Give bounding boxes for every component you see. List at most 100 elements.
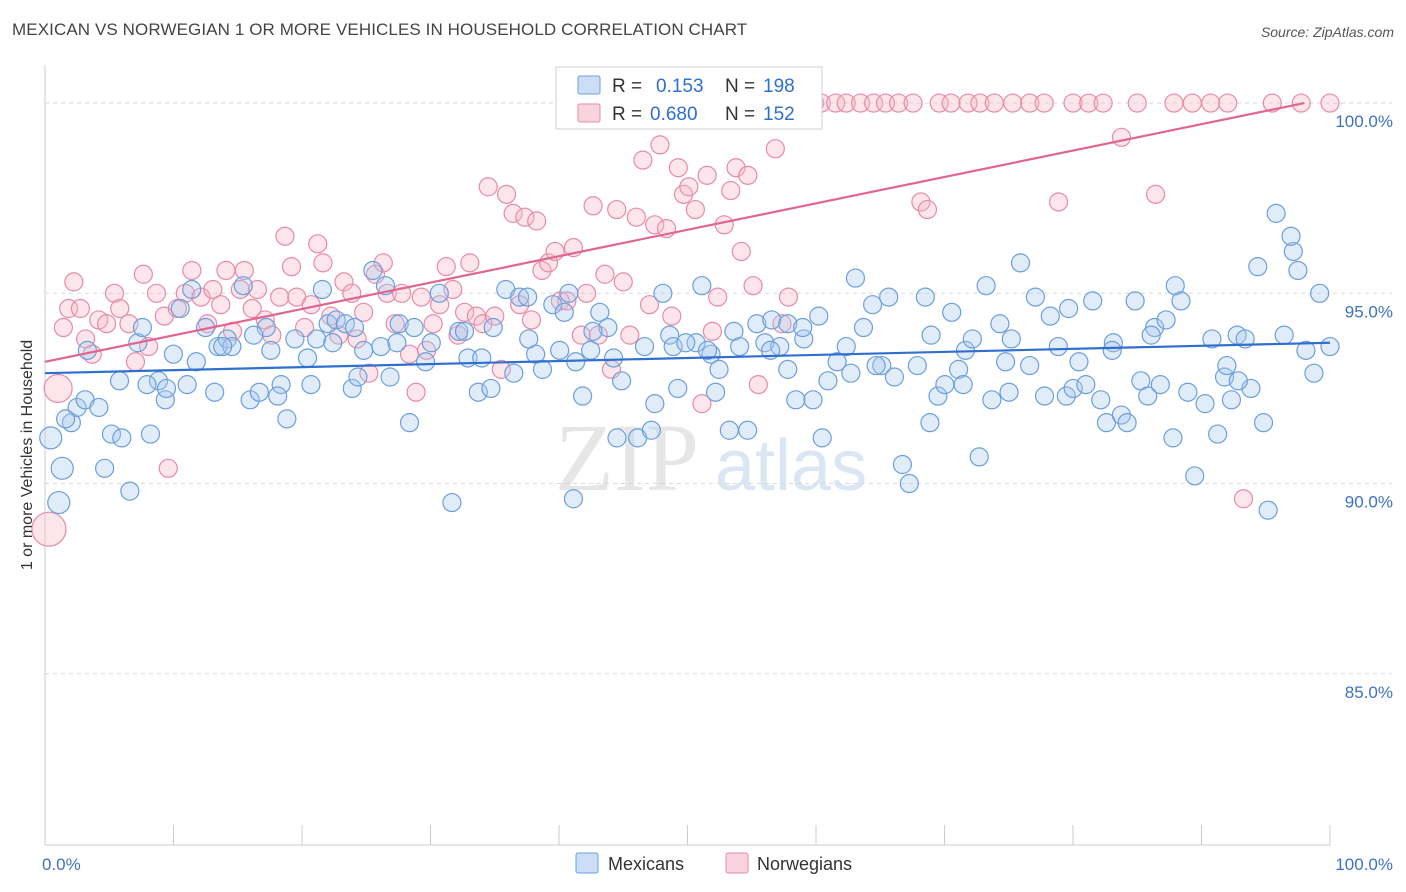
norwegians-point <box>308 234 328 254</box>
mexicans-point <box>371 336 391 357</box>
mexicans-point <box>1320 336 1340 357</box>
mexicans-point <box>915 287 935 307</box>
x-tick-label-start: 0.0% <box>42 855 81 874</box>
mexicans-point <box>323 333 343 353</box>
norwegians-point <box>650 135 670 155</box>
mexicans-point <box>1059 298 1079 319</box>
mexicans-point <box>415 352 436 372</box>
mexicans-point <box>1165 276 1185 296</box>
mexicans-point <box>429 283 449 303</box>
mexicans-point <box>999 382 1019 402</box>
chart-source: Source: ZipAtlas.com <box>1260 24 1394 40</box>
mexicans-point <box>380 367 400 387</box>
mexicans-point <box>140 424 161 444</box>
mexicans-point <box>841 363 861 383</box>
mexicans-point <box>590 302 610 322</box>
norwegians-point <box>702 321 723 341</box>
mexicans-point <box>532 359 553 379</box>
mexicans-point <box>517 287 538 307</box>
mexicans-point <box>1258 500 1278 520</box>
mexicans-point <box>421 333 441 353</box>
mexicans-point <box>611 371 632 391</box>
mexicans-point <box>719 420 739 440</box>
norwegians-point <box>515 207 535 227</box>
mexicans-point <box>1178 382 1198 402</box>
norwegians-point <box>645 215 665 235</box>
norwegians-point <box>203 279 223 300</box>
mexicans-point <box>1034 386 1055 406</box>
mexicans-point <box>132 317 153 338</box>
mexicans-point <box>205 382 225 402</box>
norwegians-point <box>850 93 871 113</box>
norwegians-point <box>281 257 302 277</box>
mexicans-point <box>1091 390 1111 410</box>
mexicans-point <box>1117 413 1137 433</box>
y-tick-label: 85.0% <box>1345 683 1393 702</box>
legend-r-value-2: 0.680 <box>650 104 698 125</box>
mexicans-point <box>928 386 948 406</box>
mexicans-point <box>709 359 729 379</box>
norwegians-point <box>1048 192 1069 212</box>
axes <box>44 65 1331 846</box>
legend-r-value-1: 0.153 <box>656 76 704 97</box>
norwegians-point <box>473 314 493 334</box>
mexicans-point <box>137 375 157 395</box>
norwegians-point <box>478 177 498 197</box>
mexicans-point <box>244 325 264 345</box>
norwegians-point <box>613 272 633 292</box>
norwegians-point <box>607 199 627 220</box>
mexicans-point <box>1228 371 1248 391</box>
mexicans-point <box>1150 375 1170 395</box>
norwegians-point <box>738 165 758 185</box>
mexicans-point <box>56 409 76 429</box>
mexicans-point <box>1063 378 1083 399</box>
mexicans-point <box>468 382 488 402</box>
x-tick-label-end: 100.0% <box>1335 855 1393 874</box>
mexicans-point <box>1274 325 1294 345</box>
mexicans-point <box>363 260 383 281</box>
mexicans-point <box>660 325 680 345</box>
mexicans-point <box>481 378 501 399</box>
mexicans-point <box>663 336 683 357</box>
mexicans-point <box>261 340 281 360</box>
mexicans-point <box>1083 291 1103 311</box>
mexicans-point <box>186 352 206 372</box>
mexicans-point <box>853 317 874 338</box>
mexicans-point <box>277 409 297 429</box>
mexicans-point <box>1138 386 1158 406</box>
norwegians-point <box>97 314 117 334</box>
mexicans-point <box>1221 390 1242 410</box>
mexicans-point <box>793 317 813 338</box>
tick-labels: 100.0% 95.0% 90.0% 85.0% 0.0% 100.0% <box>42 112 1393 874</box>
mexicans-point <box>948 359 969 379</box>
norwegians-point <box>1093 93 1113 113</box>
mexicans-point <box>668 378 688 399</box>
norwegians-point <box>731 241 751 262</box>
mexicans-point <box>990 314 1010 334</box>
mexicans-point <box>563 489 584 509</box>
mexicans-point <box>969 447 989 467</box>
legend-n-value-1: 198 <box>763 76 795 97</box>
norwegians-point <box>1320 93 1340 113</box>
norwegians-point <box>242 298 262 319</box>
norwegians-point <box>110 298 130 319</box>
norwegians-point <box>234 260 254 281</box>
mexicans-point <box>1048 336 1068 357</box>
mexicans-point <box>109 371 130 391</box>
mexicans-point <box>519 329 539 349</box>
mexicans-point <box>705 382 726 402</box>
mexicans-point <box>95 458 115 478</box>
mexicans-point <box>962 329 982 349</box>
norwegians-point <box>347 329 367 349</box>
mexicans-point <box>387 333 407 353</box>
mexicans-point <box>67 397 87 418</box>
mexicans-point <box>1125 291 1145 311</box>
mexicans-point <box>935 375 955 395</box>
norwegians-point <box>668 158 688 178</box>
norwegians-point <box>826 93 846 113</box>
mexicans-point <box>442 492 462 513</box>
mexicans-point <box>1076 375 1096 395</box>
mexicans-point <box>301 375 321 395</box>
mexicans-point <box>170 298 190 319</box>
